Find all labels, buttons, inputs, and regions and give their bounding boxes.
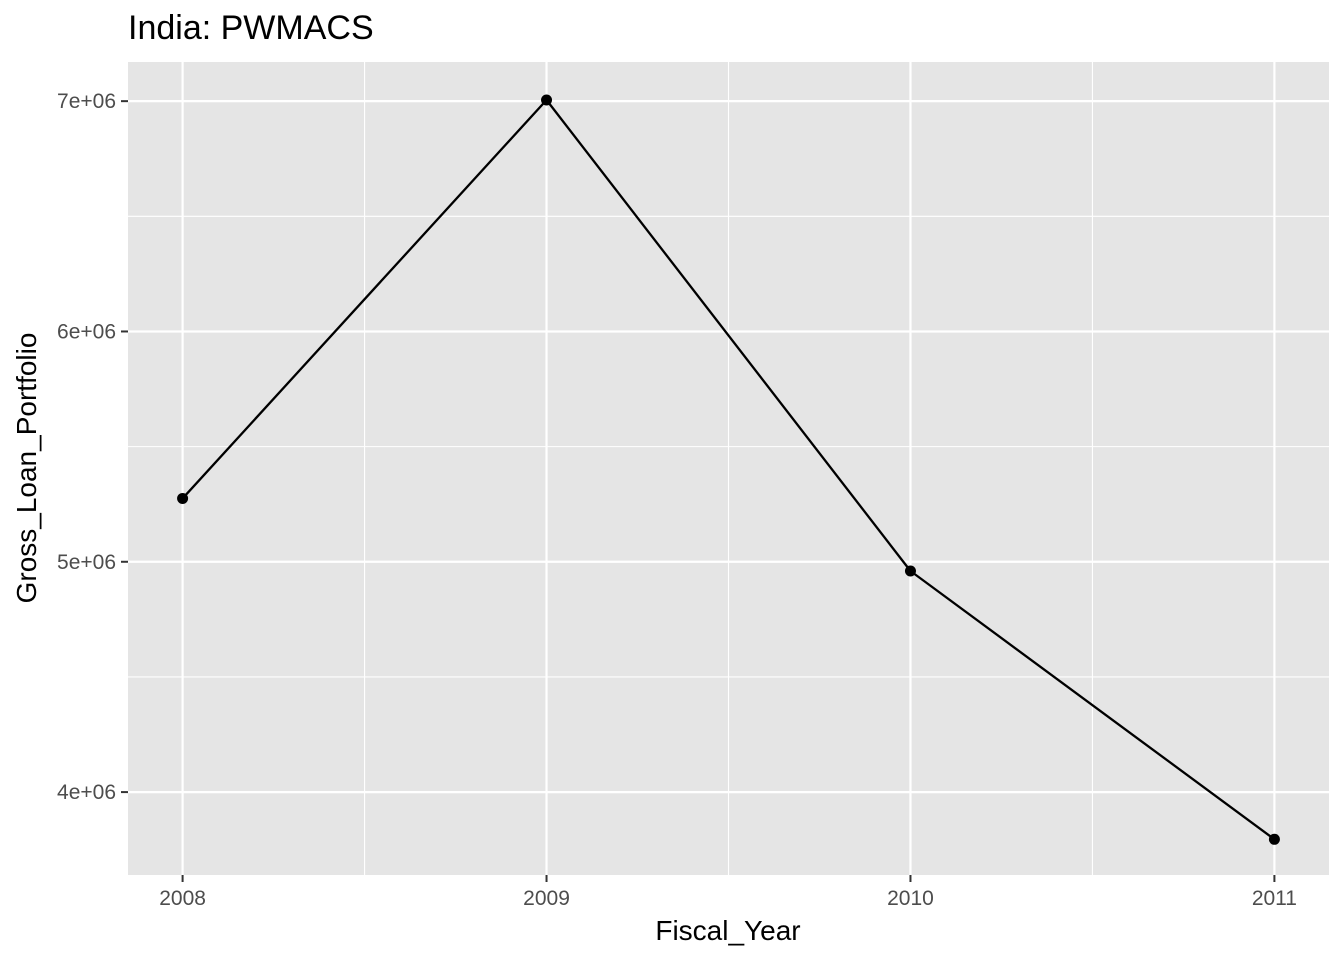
x-axis-title: Fiscal_Year [655, 915, 800, 946]
x-tick-label: 2011 [1252, 887, 1297, 910]
y-axis-title: Gross_Loan_Portfolio [11, 333, 42, 604]
series-layer [181, 98, 1276, 841]
series-line [181, 98, 1276, 841]
y-tick-label: 4e+06 [57, 781, 116, 804]
x-tick-label: 2009 [523, 887, 570, 910]
points-layer [177, 94, 1280, 845]
data-point [1268, 833, 1280, 845]
y-tick-label: 7e+06 [57, 90, 116, 113]
y-tick-label: 5e+06 [57, 551, 116, 574]
data-point [904, 565, 916, 577]
minor-gridlines [128, 62, 1329, 875]
x-tick-label: 2008 [159, 887, 206, 910]
data-point [177, 492, 189, 504]
chart-title: India: PWMACS [128, 9, 374, 47]
y-tick-label: 6e+06 [57, 320, 116, 343]
y-axis: 4e+06 5e+06 6e+06 7e+06 [57, 90, 128, 804]
x-tick-label: 2010 [887, 887, 934, 910]
data-point [541, 94, 553, 106]
major-gridlines [128, 62, 1329, 875]
x-axis: 2008 2009 2010 2011 [159, 875, 1297, 910]
